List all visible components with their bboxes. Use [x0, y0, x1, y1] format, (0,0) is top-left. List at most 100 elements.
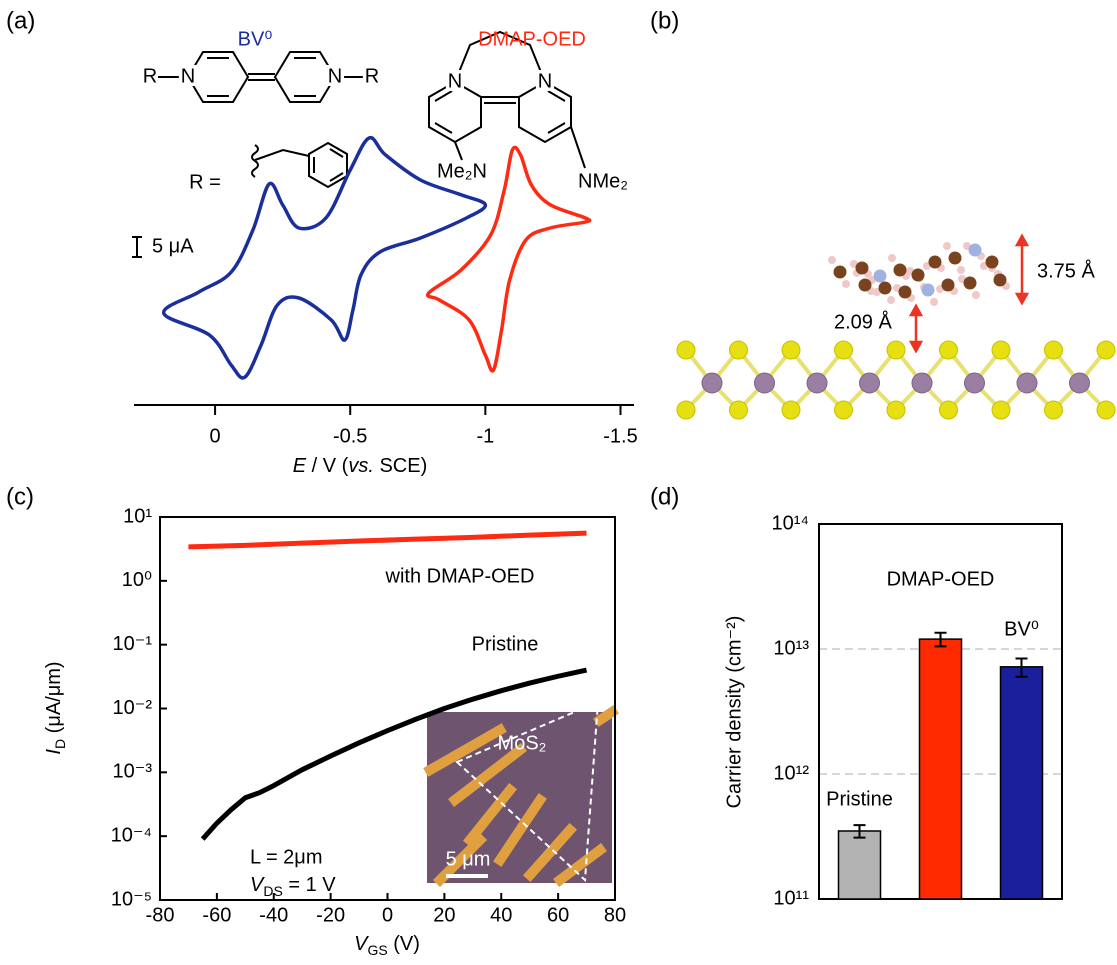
- label-part: (V): [388, 933, 420, 955]
- label-part: vs.: [348, 455, 374, 477]
- distance-label: 2.09 Å: [834, 310, 892, 333]
- n-atom: [922, 284, 935, 297]
- panel-label: (a): [6, 7, 35, 34]
- label-part: GS: [367, 942, 387, 958]
- s-atom: [1097, 401, 1115, 419]
- h-atom: [828, 256, 836, 264]
- x-axis-label: VGS (V): [354, 933, 420, 957]
- y-tick-label: 10¹²: [773, 762, 809, 784]
- series-label: DMAP-OED: [478, 28, 586, 50]
- c-atom: [899, 286, 912, 299]
- bar-label: DMAP-OED: [887, 568, 995, 590]
- s-atom: [730, 401, 748, 419]
- h-atom: [957, 266, 965, 274]
- s-atom: [1045, 401, 1063, 419]
- y-tick-label: 10¹: [123, 505, 152, 527]
- y-tick-label: 10⁻¹: [113, 633, 153, 655]
- annotation: L = 2μm: [250, 846, 322, 868]
- atom-label: N: [328, 65, 342, 87]
- y-tick-label: 10⁰: [122, 569, 152, 591]
- s-atom: [1097, 341, 1115, 359]
- y-tick-label: 10¹¹: [773, 887, 809, 909]
- substituent-label: R =: [189, 171, 221, 193]
- x-tick-label: -60: [202, 904, 231, 926]
- atom-label: N: [181, 65, 195, 87]
- y-tick-label: 10⁻⁵: [111, 888, 152, 910]
- label-part: E: [293, 455, 307, 477]
- s-atom: [887, 401, 905, 419]
- y-tick-label: 10¹³: [773, 637, 809, 659]
- atom-label: R: [143, 65, 157, 87]
- x-tick-label: 80: [604, 904, 626, 926]
- mo-atom: [1070, 373, 1090, 393]
- y-tick-label: 10⁻³: [113, 761, 153, 783]
- bar-label: Pristine: [826, 788, 893, 810]
- series-label: Pristine: [472, 633, 539, 655]
- label-part: SCE): [374, 455, 427, 477]
- atom-label: N: [538, 70, 552, 92]
- x-tick-label: 0: [210, 425, 221, 447]
- label-part: (μA/μm): [43, 661, 65, 738]
- y-tick-label: 10¹⁴: [772, 512, 810, 534]
- s-atom: [835, 341, 853, 359]
- atom-label: N: [448, 70, 462, 92]
- x-tick-label: -1.5: [603, 425, 637, 447]
- label-part: D: [52, 739, 68, 749]
- h-atom: [943, 242, 951, 250]
- s-atom: [730, 341, 748, 359]
- mo-atom: [807, 373, 827, 393]
- c-atom: [859, 279, 872, 292]
- s-atom: [677, 401, 695, 419]
- series-label: BV⁰: [238, 28, 273, 50]
- mo-atom: [912, 373, 932, 393]
- series-label: with DMAP-OED: [385, 565, 535, 587]
- x-tick-label: -1: [476, 425, 494, 447]
- c-atom: [964, 277, 977, 290]
- label-part: = 1 V: [283, 874, 336, 896]
- c-atom: [879, 282, 892, 295]
- bar: [1001, 667, 1043, 899]
- s-atom: [782, 341, 800, 359]
- mo-atom: [965, 373, 985, 393]
- h-atom: [887, 296, 895, 304]
- s-atom: [677, 341, 695, 359]
- mo-atom: [702, 373, 722, 393]
- s-atom: [992, 341, 1010, 359]
- n-atom: [969, 244, 982, 257]
- c-atom: [949, 252, 962, 265]
- x-axis-label: E / V (vs. SCE): [293, 455, 427, 477]
- atom-label: NMe₂: [578, 170, 628, 192]
- s-atom: [887, 341, 905, 359]
- s-atom: [940, 401, 958, 419]
- mo-atom: [1017, 373, 1037, 393]
- x-tick-label: -0.5: [333, 425, 367, 447]
- panel-label: (d): [650, 483, 679, 510]
- x-tick-label: 60: [547, 904, 569, 926]
- h-atom: [972, 291, 980, 299]
- c-atom: [894, 264, 907, 277]
- inset-label: MoS₂: [498, 732, 547, 754]
- h-atom: [888, 254, 896, 262]
- s-atom: [782, 401, 800, 419]
- mo-atom: [755, 373, 775, 393]
- y-tick-label: 10⁻²: [113, 697, 153, 719]
- figure: (a) (b) (c) (d) R N N R R = N N Me₂N NMe…: [0, 0, 1117, 965]
- bar: [920, 639, 962, 899]
- c-atom: [929, 256, 942, 269]
- inset-scale-label: 5 μm: [446, 848, 491, 870]
- scale-bar-label: 5 μA: [152, 235, 194, 257]
- n-atom: [874, 270, 887, 283]
- s-atom: [940, 341, 958, 359]
- annotation: VDS = 1 V: [250, 874, 336, 898]
- label-part: / V (: [306, 455, 349, 477]
- atom-label: Me₂N: [437, 160, 487, 182]
- distance-label: 3.75 Å: [1037, 259, 1095, 282]
- x-tick-label: -40: [259, 904, 288, 926]
- h-atom: [930, 298, 938, 306]
- s-atom: [1045, 341, 1063, 359]
- x-tick-label: 0: [382, 904, 393, 926]
- s-atom: [835, 401, 853, 419]
- atom-label: R: [365, 65, 379, 87]
- x-tick-label: 40: [490, 904, 512, 926]
- panel-label: (c): [6, 483, 34, 510]
